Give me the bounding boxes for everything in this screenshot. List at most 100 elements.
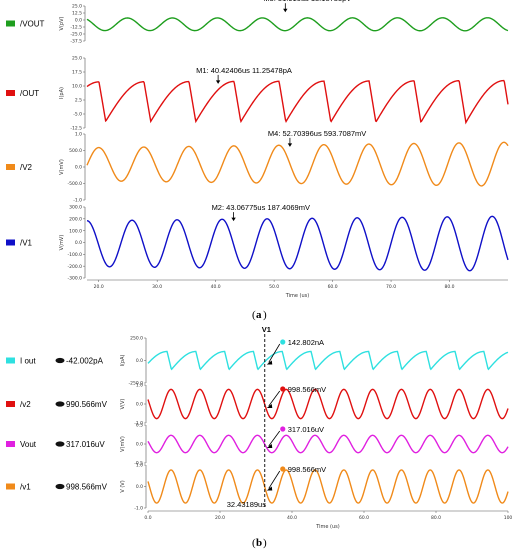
legend-label: /v2 <box>20 400 31 409</box>
legend-swatch <box>6 164 15 170</box>
legend-value-dot <box>55 401 65 407</box>
legend-label: /V1 <box>20 239 33 248</box>
y-tick-label: 0.0 <box>136 442 143 448</box>
y-tick-label: 250.0 <box>130 336 143 342</box>
cursor-arrowhead <box>266 404 273 408</box>
cursor-arrowhead <box>266 444 273 448</box>
cursor-arrow <box>268 390 281 407</box>
marker-arrowhead <box>287 143 293 147</box>
y-tick-label: -37.5 <box>70 39 82 45</box>
y-tick-label: 0.0 <box>136 402 143 408</box>
series-line <box>147 434 509 454</box>
y-tick-label: 12.5 <box>72 11 82 17</box>
series-line <box>147 469 509 504</box>
y-tick-label: -5.0 <box>73 112 82 118</box>
y-tick-label: 10.0 <box>72 84 82 90</box>
y-axis-label: V(mV) <box>59 235 65 251</box>
marker-arrowhead <box>283 8 288 13</box>
y-axis-label: I(pA) <box>59 87 65 99</box>
y-axis-label: V(mV) <box>59 159 65 175</box>
y-tick-label: 0.0 <box>136 358 143 364</box>
caption-open: ( <box>252 537 256 549</box>
marker-label: M4: 52.70396us 593.7087mV <box>268 129 366 138</box>
cursor-value-dot <box>280 426 286 432</box>
legend-swatch <box>6 239 15 246</box>
caption-close: ) <box>263 309 267 321</box>
series-line <box>86 141 509 187</box>
y-tick-label: -500.0 <box>67 181 82 187</box>
y-axis-label: V(V) <box>120 399 126 410</box>
x-tick-label: 0.0 <box>144 515 151 521</box>
marker-label: M1: 40.42406us 11.25478pA <box>196 66 292 75</box>
y-axis-label: V (V) <box>120 480 126 492</box>
caption-letter: a <box>256 309 262 321</box>
y-tick-label: 1.0 <box>136 463 143 469</box>
legend-swatch <box>6 483 15 490</box>
y-tick-label: 0.0 <box>136 484 143 490</box>
y-tick-label: 200.0 <box>69 216 82 222</box>
cursor-value: 998.566mV <box>288 465 326 474</box>
x-tick-label: 60.0 <box>359 515 369 521</box>
x-tick-label: 40.0 <box>211 284 221 290</box>
cursor-arrow <box>268 343 281 363</box>
x-tick-label: 100 <box>504 515 513 521</box>
cursor-value-dot <box>280 339 286 345</box>
legend-label: /OUT <box>20 89 39 98</box>
marker-label: M2: 43.06775us 187.4069mV <box>212 203 310 212</box>
y-tick-label: -12.5 <box>70 25 82 31</box>
y-axis-label: V(mV) <box>120 436 126 452</box>
legend-swatch <box>6 401 15 407</box>
y-tick-label: -25.0 <box>70 32 82 38</box>
legend-value: 317.016uV <box>66 440 105 449</box>
marker-arrowhead <box>215 80 221 84</box>
cursor-x-label: 32.43189us <box>227 500 266 509</box>
caption-letter: b <box>256 537 262 549</box>
x-tick-label: 60.0 <box>328 284 338 290</box>
y-tick-label: -1.0 <box>134 421 143 427</box>
x-tick-label: 40.0 <box>287 515 297 521</box>
marker-arrowhead <box>231 217 236 222</box>
x-tick-label: 70.0 <box>386 284 396 290</box>
cursor-value: 998.566mV <box>288 385 326 394</box>
legend-value: 998.566mV <box>66 483 108 492</box>
cursor-arrow <box>268 430 281 447</box>
caption-close: ) <box>263 537 267 549</box>
cursor-arrowhead <box>266 360 273 365</box>
x-axis-label: Time (us) <box>315 524 340 530</box>
series-line <box>147 350 509 371</box>
y-tick-label: 25.0 <box>72 56 82 62</box>
x-axis-label: Time (us) <box>285 293 310 299</box>
y-tick-label: -300.0 <box>67 276 82 282</box>
x-tick-label: 30.0 <box>152 284 162 290</box>
x-tick-label: 20.0 <box>94 284 104 290</box>
caption-open: ( <box>252 309 256 321</box>
legend-swatch <box>6 90 15 96</box>
y-tick-label: -1.0 <box>73 198 82 204</box>
cursor-arrowhead <box>266 486 273 491</box>
y-tick-label: 0.0 <box>75 18 82 24</box>
legend-label: Vout <box>20 440 37 449</box>
legend-value: -42.002pA <box>66 357 104 366</box>
cursor-arrow <box>268 470 281 489</box>
legend-swatch <box>6 441 15 447</box>
y-tick-label: 500.0 <box>69 148 82 154</box>
y-tick-label: 2.5 <box>75 98 82 104</box>
y-tick-label: 17.5 <box>72 70 82 76</box>
x-tick-label: 80.0 <box>445 284 455 290</box>
legend-value-dot <box>55 357 65 364</box>
y-tick-label: -12.5 <box>70 126 82 132</box>
legend-label: /VOUT <box>20 20 45 29</box>
marker-label: M3: 51.916us 13.18735pV <box>263 0 351 3</box>
y-tick-label: 25.0 <box>72 4 82 10</box>
y-tick-label: -0.5 <box>134 461 143 467</box>
y-tick-label: 300.0 <box>69 205 82 211</box>
cursor-value: 317.016uV <box>288 425 324 434</box>
y-tick-label: 0.0 <box>75 240 82 246</box>
y-tick-label: 0.5 <box>136 423 143 429</box>
cursor-name: V1 <box>262 325 271 334</box>
y-tick-label: -100.0 <box>67 252 82 258</box>
y-tick-label: -200.0 <box>67 264 82 270</box>
legend-value: 990.566mV <box>66 400 108 409</box>
y-tick-label: 0.0 <box>75 165 82 171</box>
